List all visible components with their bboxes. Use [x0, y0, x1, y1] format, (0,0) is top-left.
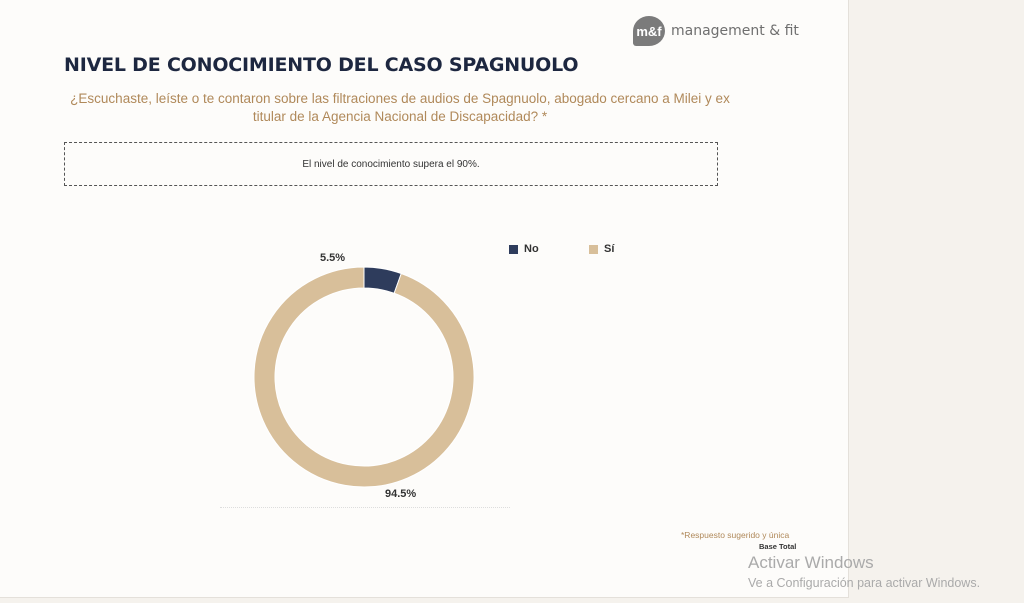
legend-swatch	[509, 244, 518, 254]
note-box: El nivel de conocimiento supera el 90%.	[64, 142, 718, 186]
legend-label: Sí	[604, 243, 615, 255]
donut-slice-si	[253, 266, 475, 488]
footnote: *Respuesto sugerido y única	[681, 530, 790, 540]
legend-item-no: No	[509, 243, 539, 255]
donut-chart	[253, 266, 475, 488]
legend-label: No	[524, 243, 539, 255]
divider	[220, 507, 510, 508]
legend-item-si: Sí	[589, 243, 614, 255]
logo-mark: m&f	[633, 16, 665, 46]
survey-question: ¿Escuchaste, leíste o te contaron sobre …	[70, 91, 730, 124]
legend-swatch	[589, 244, 598, 254]
base-label: Base Total	[759, 542, 797, 551]
slide: m&f management & fit NIVEL DE CONOCIMIEN…	[0, 0, 849, 598]
note-text: El nivel de conocimiento supera el 90%.	[302, 158, 480, 170]
windows-watermark-subtitle: Ve a Configuración para activar Windows.	[748, 576, 981, 590]
page-title: NIVEL DE CONOCIMIENTO DEL CASO SPAGNUOLO	[64, 54, 579, 76]
windows-watermark-title: Activar Windows	[748, 553, 874, 572]
logo: m&f management & fit	[633, 16, 799, 46]
data-label-no: 5.5%	[320, 252, 346, 264]
logo-text: management & fit	[671, 23, 799, 39]
data-label-si: 94.5%	[385, 488, 417, 500]
